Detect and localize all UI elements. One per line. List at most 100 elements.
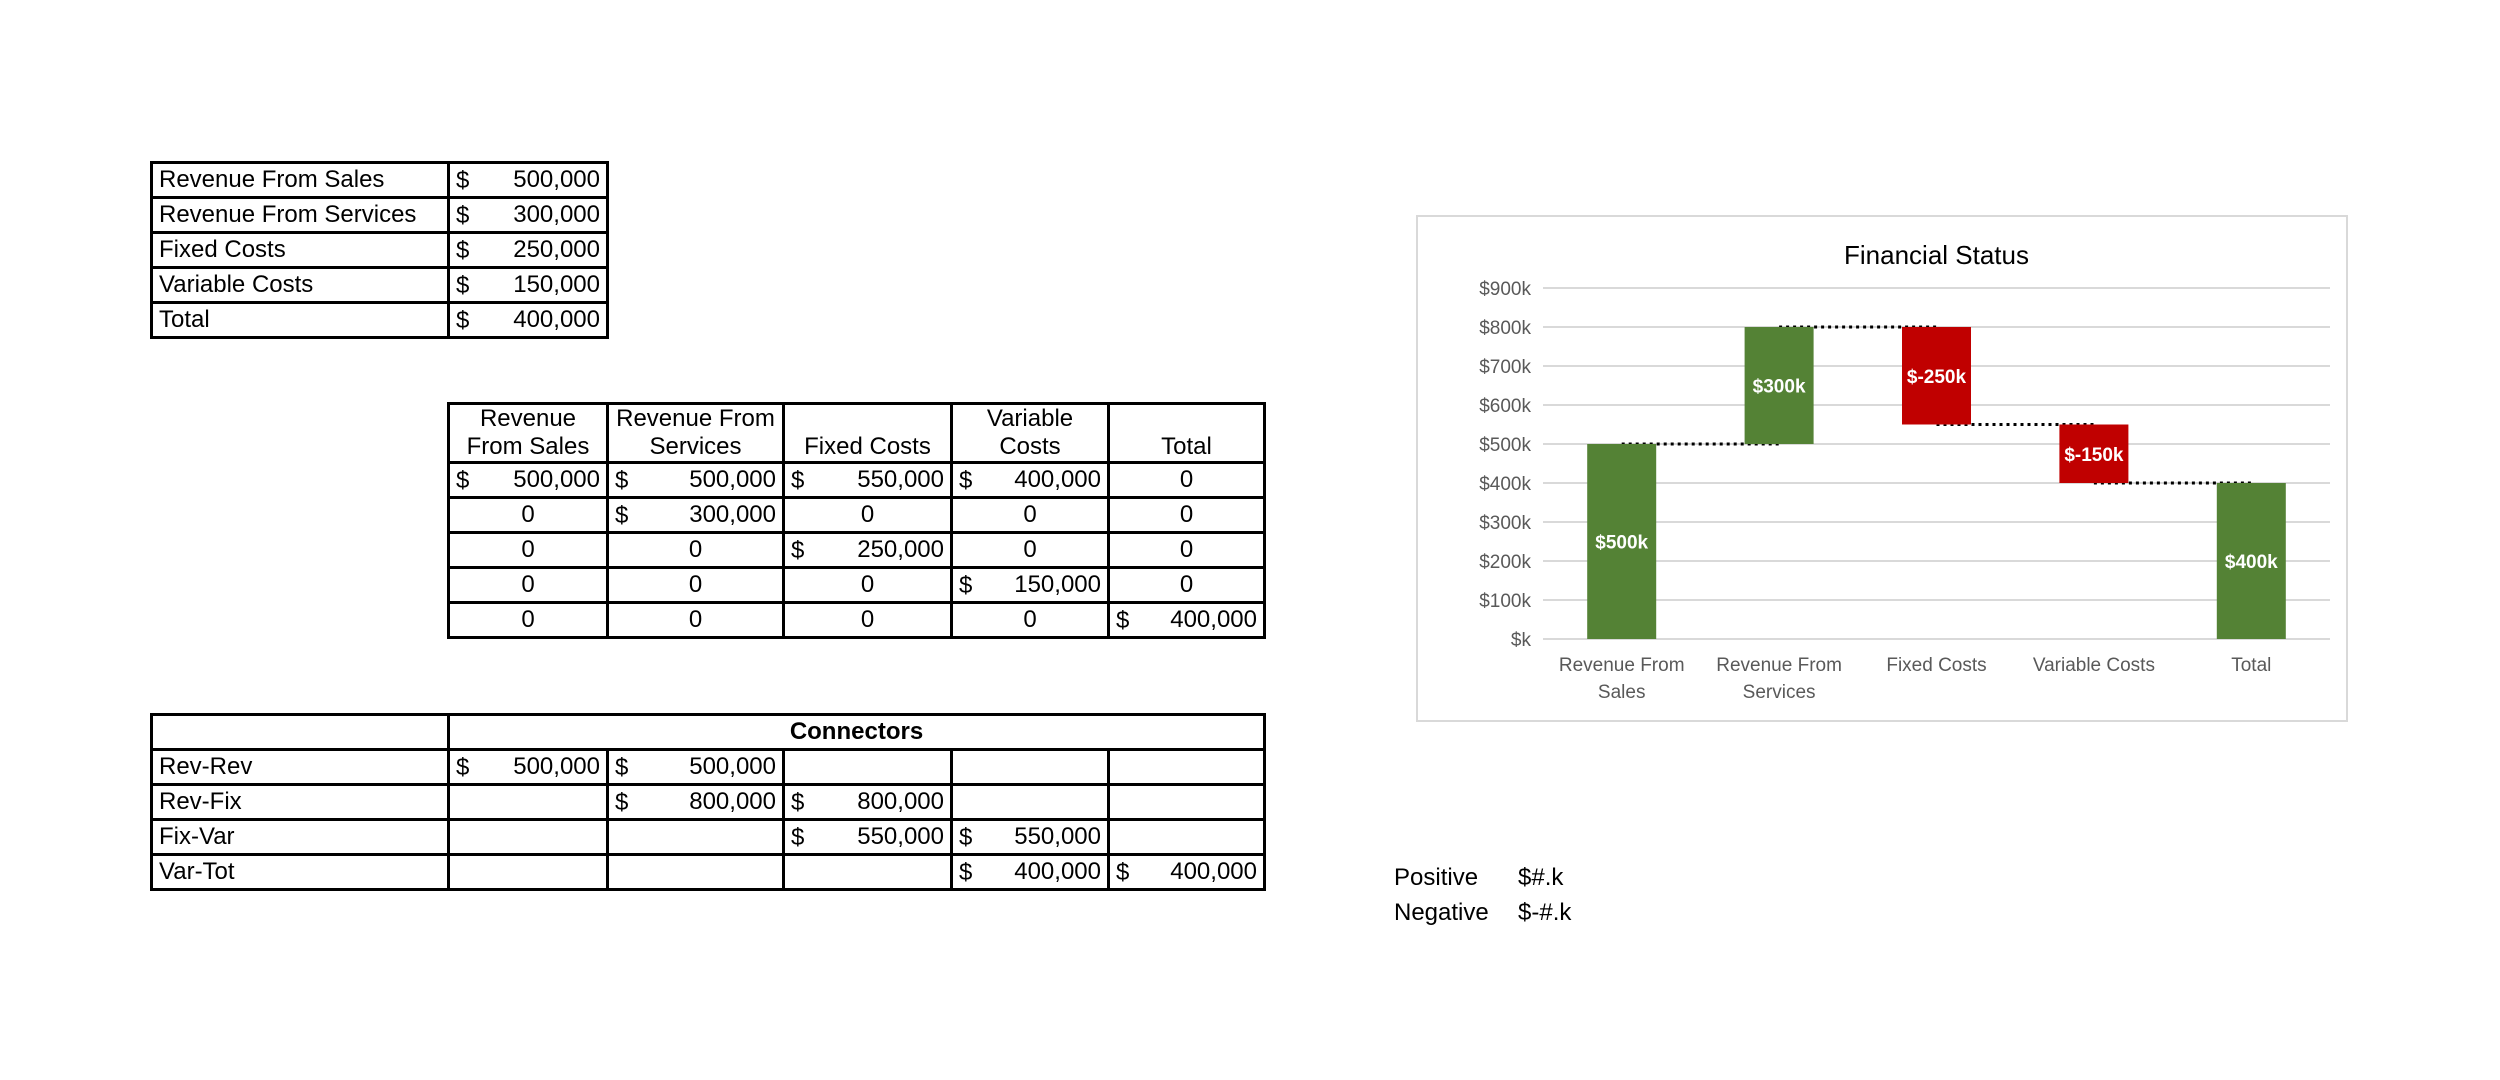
connector-cell: $800,000 <box>606 783 785 821</box>
matrix-cell: 0 <box>447 601 609 639</box>
cell-value: 550,000 <box>857 466 944 493</box>
connector-cell: $400,000 <box>950 853 1110 891</box>
matrix-cell: 0 <box>447 496 609 534</box>
cell-value: 300,000 <box>513 201 600 228</box>
currency-symbol: $ <box>615 467 629 494</box>
connector-cell <box>606 818 785 856</box>
currency-symbol: $ <box>456 167 470 194</box>
amount-cell: $250,000 <box>447 231 609 269</box>
column-header: Variable Costs <box>950 402 1110 464</box>
matrix-cell: 0 <box>447 566 609 604</box>
format-row: Positive $#.k <box>1394 860 1571 895</box>
cell-value: 150,000 <box>1014 571 1101 598</box>
waterfall-bar[interactable] <box>2059 424 2129 484</box>
y-tick-label: $k <box>1511 630 1532 651</box>
header-line: Services <box>649 433 742 460</box>
currency-symbol: $ <box>959 467 973 494</box>
cell-value: 250,000 <box>857 536 944 563</box>
cell-value: 500,000 <box>513 753 600 780</box>
cell-value: 400,000 <box>1170 606 1257 633</box>
header-line: Variable <box>986 405 1074 432</box>
cell-value: 500,000 <box>513 166 600 193</box>
currency-symbol: $ <box>456 237 470 264</box>
cell-value: 550,000 <box>1014 823 1101 850</box>
row-label: Fixed Costs <box>150 231 450 269</box>
cell-value: 500,000 <box>689 753 776 780</box>
data-label: $400k <box>2225 552 2278 573</box>
matrix-cell: $500,000 <box>606 461 785 499</box>
connectors-table: Connectors Rev-Rev $500,000 $500,000 Rev-Fix… <box>150 713 1266 891</box>
matrix-cell: $550,000 <box>782 461 953 499</box>
waterfall-matrix-table: Revenue From Sales Revenue From Services Fix… <box>447 402 1266 639</box>
waterfall-bar[interactable] <box>1902 327 1971 425</box>
matrix-cell: 0 <box>782 566 953 604</box>
currency-symbol: $ <box>791 467 805 494</box>
currency-symbol: $ <box>959 859 973 886</box>
table-row: Revenue From Services $300,000 <box>150 196 609 234</box>
x-tick-label: Variable Costs <box>2033 655 2155 676</box>
currency-symbol: $ <box>959 824 973 851</box>
table-row: Rev-Rev $500,000 $500,000 <box>150 748 1266 786</box>
column-header: Revenue From Sales <box>447 402 609 464</box>
row-label: Var-Tot <box>150 853 450 891</box>
y-tick-label: $900k <box>1479 279 1531 300</box>
format-code: $#.k <box>1518 864 1564 891</box>
cell-value: 400,000 <box>1014 466 1101 493</box>
currency-symbol: $ <box>456 202 470 229</box>
connector-cell: $550,000 <box>782 818 953 856</box>
matrix-cell: 0 <box>782 601 953 639</box>
connector-cell <box>447 853 609 891</box>
currency-symbol: $ <box>791 789 805 816</box>
y-tick-label: $300k <box>1479 513 1531 534</box>
y-tick-label: $800k <box>1479 318 1531 339</box>
currency-symbol: $ <box>456 467 470 494</box>
x-tick-label: Revenue From <box>1716 655 1842 676</box>
data-label: $500k <box>1595 533 1648 554</box>
waterfall-bar[interactable] <box>1744 327 1814 444</box>
waterfall-bar[interactable] <box>2216 483 2286 639</box>
currency-symbol: $ <box>456 307 470 334</box>
table-row: 0 0 0 $150,000 0 <box>447 566 1266 604</box>
connectors-header: Connectors <box>447 713 1266 751</box>
column-header: Fixed Costs <box>782 402 953 464</box>
row-label: Variable Costs <box>150 266 450 304</box>
data-label: $-250k <box>1907 367 1967 388</box>
amount-cell: $400,000 <box>447 301 609 339</box>
cell-value: 150,000 <box>513 271 600 298</box>
cell-value: 400,000 <box>513 306 600 333</box>
table-row: Var-Tot $400,000 $400,000 <box>150 853 1266 891</box>
table-row: $500,000 $500,000 $550,000 $400,000 0 <box>447 461 1266 499</box>
table-row: Variable Costs $150,000 <box>150 266 609 304</box>
data-label: $-150k <box>2064 445 2124 466</box>
cell-value: 500,000 <box>513 466 600 493</box>
matrix-cell: 0 <box>950 601 1110 639</box>
data-label: $300k <box>1753 377 1806 398</box>
waterfall-bar[interactable] <box>1587 444 1657 639</box>
x-tick-label: Sales <box>1598 682 1646 703</box>
currency-symbol: $ <box>791 824 805 851</box>
matrix-cell: 0 <box>1107 531 1266 569</box>
matrix-cell: $150,000 <box>950 566 1110 604</box>
header-line: Revenue From <box>616 405 775 432</box>
header-line: From Sales <box>466 433 590 460</box>
y-tick-label: $400k <box>1479 474 1531 495</box>
column-header: Revenue From Services <box>606 402 785 464</box>
currency-symbol: $ <box>959 572 973 599</box>
header-line: Costs <box>999 433 1061 460</box>
cell-value: 400,000 <box>1170 858 1257 885</box>
x-tick-label: Services <box>1743 682 1816 703</box>
amount-cell: $150,000 <box>447 266 609 304</box>
header-row: Connectors <box>150 713 1266 751</box>
matrix-cell: $400,000 <box>1107 601 1266 639</box>
column-header: Total <box>1107 402 1266 464</box>
format-row: Negative $-#.k <box>1394 895 1571 930</box>
matrix-cell: 0 <box>782 496 953 534</box>
matrix-cell: 0 <box>447 531 609 569</box>
header-line: Fixed Costs <box>804 433 931 460</box>
connector-cell <box>447 818 609 856</box>
matrix-cell: 0 <box>606 531 785 569</box>
currency-symbol: $ <box>791 537 805 564</box>
cell-value: 250,000 <box>513 236 600 263</box>
format-label: Negative <box>1394 899 1489 926</box>
waterfall-chart[interactable]: Financial Status $k $100k $200k $300k $400k $5… <box>1416 215 2348 722</box>
